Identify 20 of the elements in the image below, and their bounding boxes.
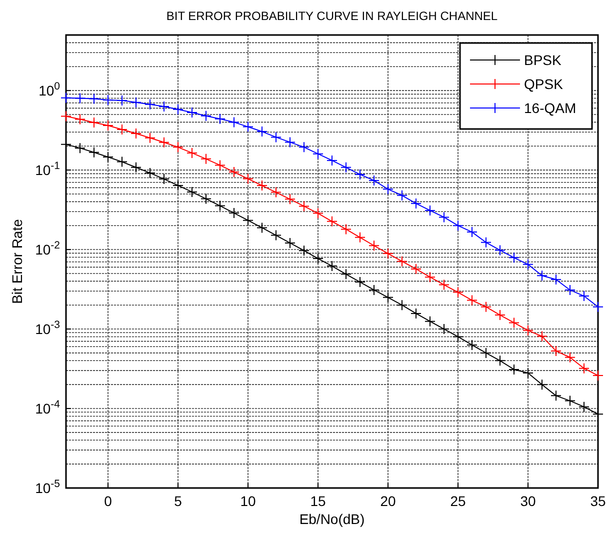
x-tick-label: 5 <box>174 493 182 509</box>
x-axis-title: Eb/No(dB) <box>299 511 365 527</box>
legend-label: BPSK <box>524 52 562 68</box>
x-tick-label: 20 <box>380 493 396 509</box>
x-tick-label: 15 <box>310 493 326 509</box>
y-tick-label: 10$^{-1}$ <box>35 160 60 178</box>
x-tick-label: 0 <box>104 493 112 509</box>
y-axis-title: Bit Error Rate <box>9 218 25 304</box>
x-tick-label: 10 <box>240 493 256 509</box>
y-tick-label: 10$^{-3}$ <box>35 319 60 338</box>
y-tick-label: 10$^{-4}$ <box>35 398 60 417</box>
legend-label: 16-QAM <box>524 100 576 116</box>
x-tick-label: 35 <box>590 493 606 509</box>
y-tick-label: 10$^{-2}$ <box>35 240 60 258</box>
legend-label: QPSK <box>524 76 564 92</box>
y-tick-label: 10$^{-5}$ <box>35 478 60 496</box>
x-tick-label: 30 <box>520 493 536 509</box>
chart-title: BIT ERROR PROBABILITY CURVE IN RAYLEIGH CHANNEL <box>166 9 498 23</box>
x-tick-label: 25 <box>450 493 466 509</box>
y-tick-label: 10$^{0}$ <box>38 80 60 99</box>
